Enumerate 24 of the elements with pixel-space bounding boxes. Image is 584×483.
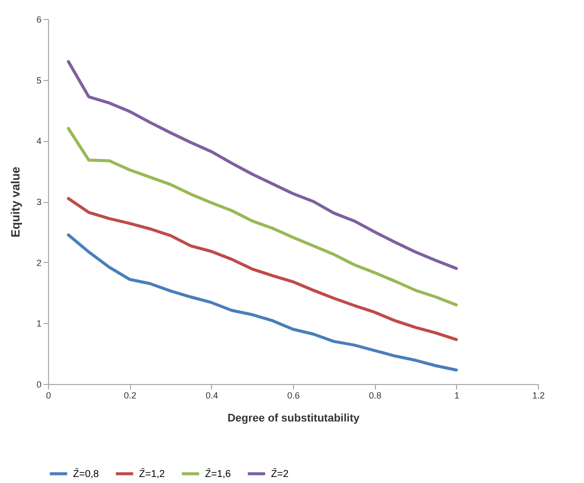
y-tick-label: 6 bbox=[36, 14, 42, 24]
x-tick-label: 0.6 bbox=[287, 390, 300, 400]
x-axis-title: Degree of substitutability bbox=[227, 412, 360, 424]
line-series bbox=[66, 233, 458, 372]
x-tick-label: 0.8 bbox=[368, 390, 382, 400]
legend-label: Z̄=0,8 bbox=[73, 468, 100, 480]
legend-label: Z̄=1,6 bbox=[205, 468, 232, 480]
y-tick-label: 5 bbox=[36, 75, 42, 86]
y-tick-label: 1 bbox=[36, 318, 42, 329]
legend-label: Z̄=1,2 bbox=[139, 468, 166, 480]
legend-label: Z̄=2 bbox=[271, 468, 289, 480]
y-axis-title: Equity value bbox=[8, 166, 22, 238]
x-tick-label: 0 bbox=[46, 390, 52, 400]
y-tick-label: 3 bbox=[36, 197, 42, 207]
line-series bbox=[66, 60, 458, 270]
x-tick-label: 0.4 bbox=[206, 390, 218, 400]
line-series bbox=[66, 196, 458, 342]
y-tick-label: 2 bbox=[36, 258, 42, 268]
y-tick-label: 0 bbox=[36, 380, 42, 390]
x-tick-label: 1 bbox=[454, 390, 460, 400]
x-tick-label: 1.2 bbox=[532, 390, 545, 400]
line-series bbox=[66, 127, 458, 306]
y-tick-label: 4 bbox=[36, 136, 42, 146]
x-tick-label: 0.2 bbox=[124, 390, 136, 400]
